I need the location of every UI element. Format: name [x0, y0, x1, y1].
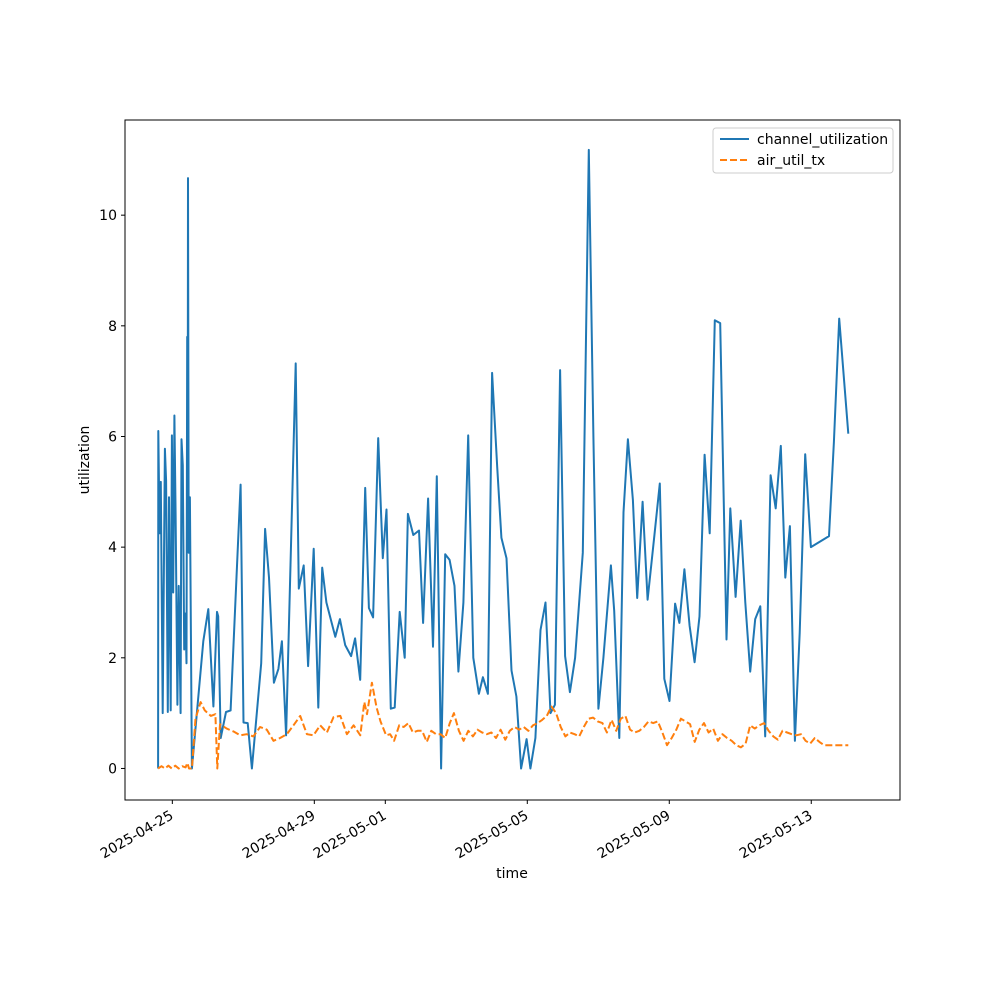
- legend: channel_utilization air_util_tx: [712, 127, 894, 174]
- y-tick-label: 0: [108, 761, 117, 777]
- y-axis-label: utilization: [77, 426, 93, 495]
- x-axis-label: time: [496, 866, 528, 882]
- series-lines: [157, 148, 850, 770]
- plot-frame: [124, 119, 901, 801]
- legend-label-channel-utilization: channel_utilization: [757, 132, 888, 148]
- y-tick-label: 2: [108, 651, 117, 667]
- y-tick-label: 6: [108, 429, 117, 445]
- y-tick-label: 8: [108, 319, 117, 335]
- y-tick-label: 10: [99, 208, 117, 224]
- series-line-air-util-tx: [157, 681, 849, 770]
- legend-label-air-util-tx: air_util_tx: [757, 153, 825, 169]
- y-tick-label: 4: [108, 540, 117, 556]
- series-line-channel-utilization: [157, 148, 850, 770]
- y-axis-ticks: 0 2 4 6 8 10: [99, 208, 125, 777]
- legend-frame: [712, 127, 894, 174]
